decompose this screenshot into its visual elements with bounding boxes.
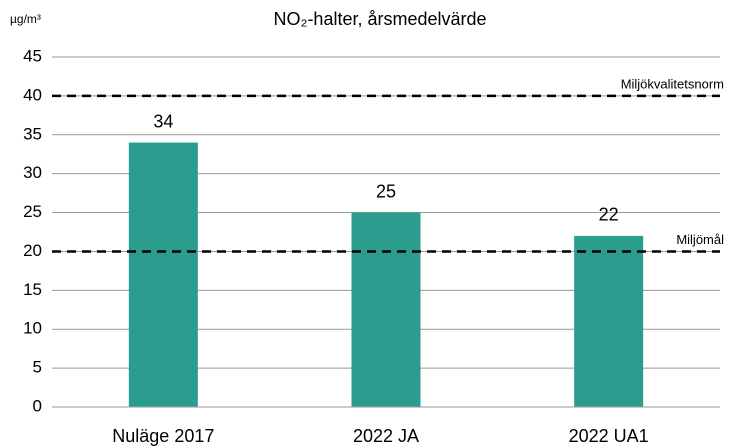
x-tick-label: Nuläge 2017: [112, 426, 214, 446]
x-tick-label: 2022 JA: [353, 426, 419, 446]
y-tick-label: 30: [23, 163, 42, 182]
reference-label: Miljökvalitetsnorm: [621, 76, 724, 91]
y-tick-label: 15: [23, 280, 42, 299]
bar: [574, 235, 644, 407]
bar: [351, 212, 421, 407]
y-tick-label: 0: [33, 396, 42, 415]
y-tick-label: 10: [23, 319, 42, 338]
data-label: 25: [376, 181, 396, 201]
y-tick-label: 5: [33, 358, 42, 377]
y-tick-label: 25: [23, 202, 42, 221]
y-tick-label: 45: [23, 46, 42, 65]
y-axis-label: µg/m³: [10, 12, 41, 26]
y-tick-label: 35: [23, 124, 42, 143]
chart-title: NO₂-halter, årsmedelvärde: [273, 9, 486, 29]
y-tick-label: 40: [23, 85, 42, 104]
data-label: 34: [153, 111, 173, 131]
data-label: 22: [599, 205, 619, 225]
bar: [128, 142, 198, 408]
reference-label: Miljömål: [676, 232, 724, 247]
x-tick-label: 2022 UA1: [569, 426, 649, 446]
y-tick-label: 20: [23, 241, 42, 260]
